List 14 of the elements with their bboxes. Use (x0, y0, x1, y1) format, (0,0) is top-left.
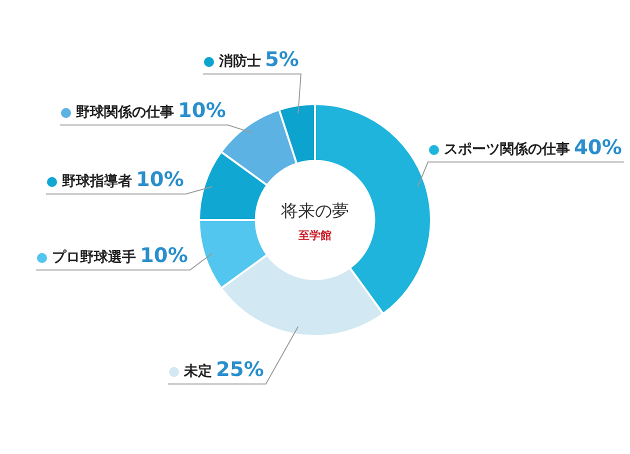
data-label: 10% (178, 98, 226, 122)
legend-label: 未定 (183, 362, 212, 380)
data-label: 5% (265, 47, 299, 72)
data-label: 25% (216, 357, 264, 382)
legend-label: スポーツ関係の仕事 (444, 142, 570, 158)
legend-label: 野球関係の仕事 (76, 104, 174, 121)
legend-label: 消防士 (218, 52, 261, 70)
data-label: 10% (136, 167, 184, 192)
text: 将来の夢 (280, 201, 349, 222)
data-label: 40% (574, 135, 622, 160)
legend-label: 野球指導者 (62, 172, 132, 190)
legend-label: プロ野球選手 (52, 248, 136, 266)
text: 至学館 (298, 228, 332, 242)
data-label: 10% (140, 243, 188, 268)
